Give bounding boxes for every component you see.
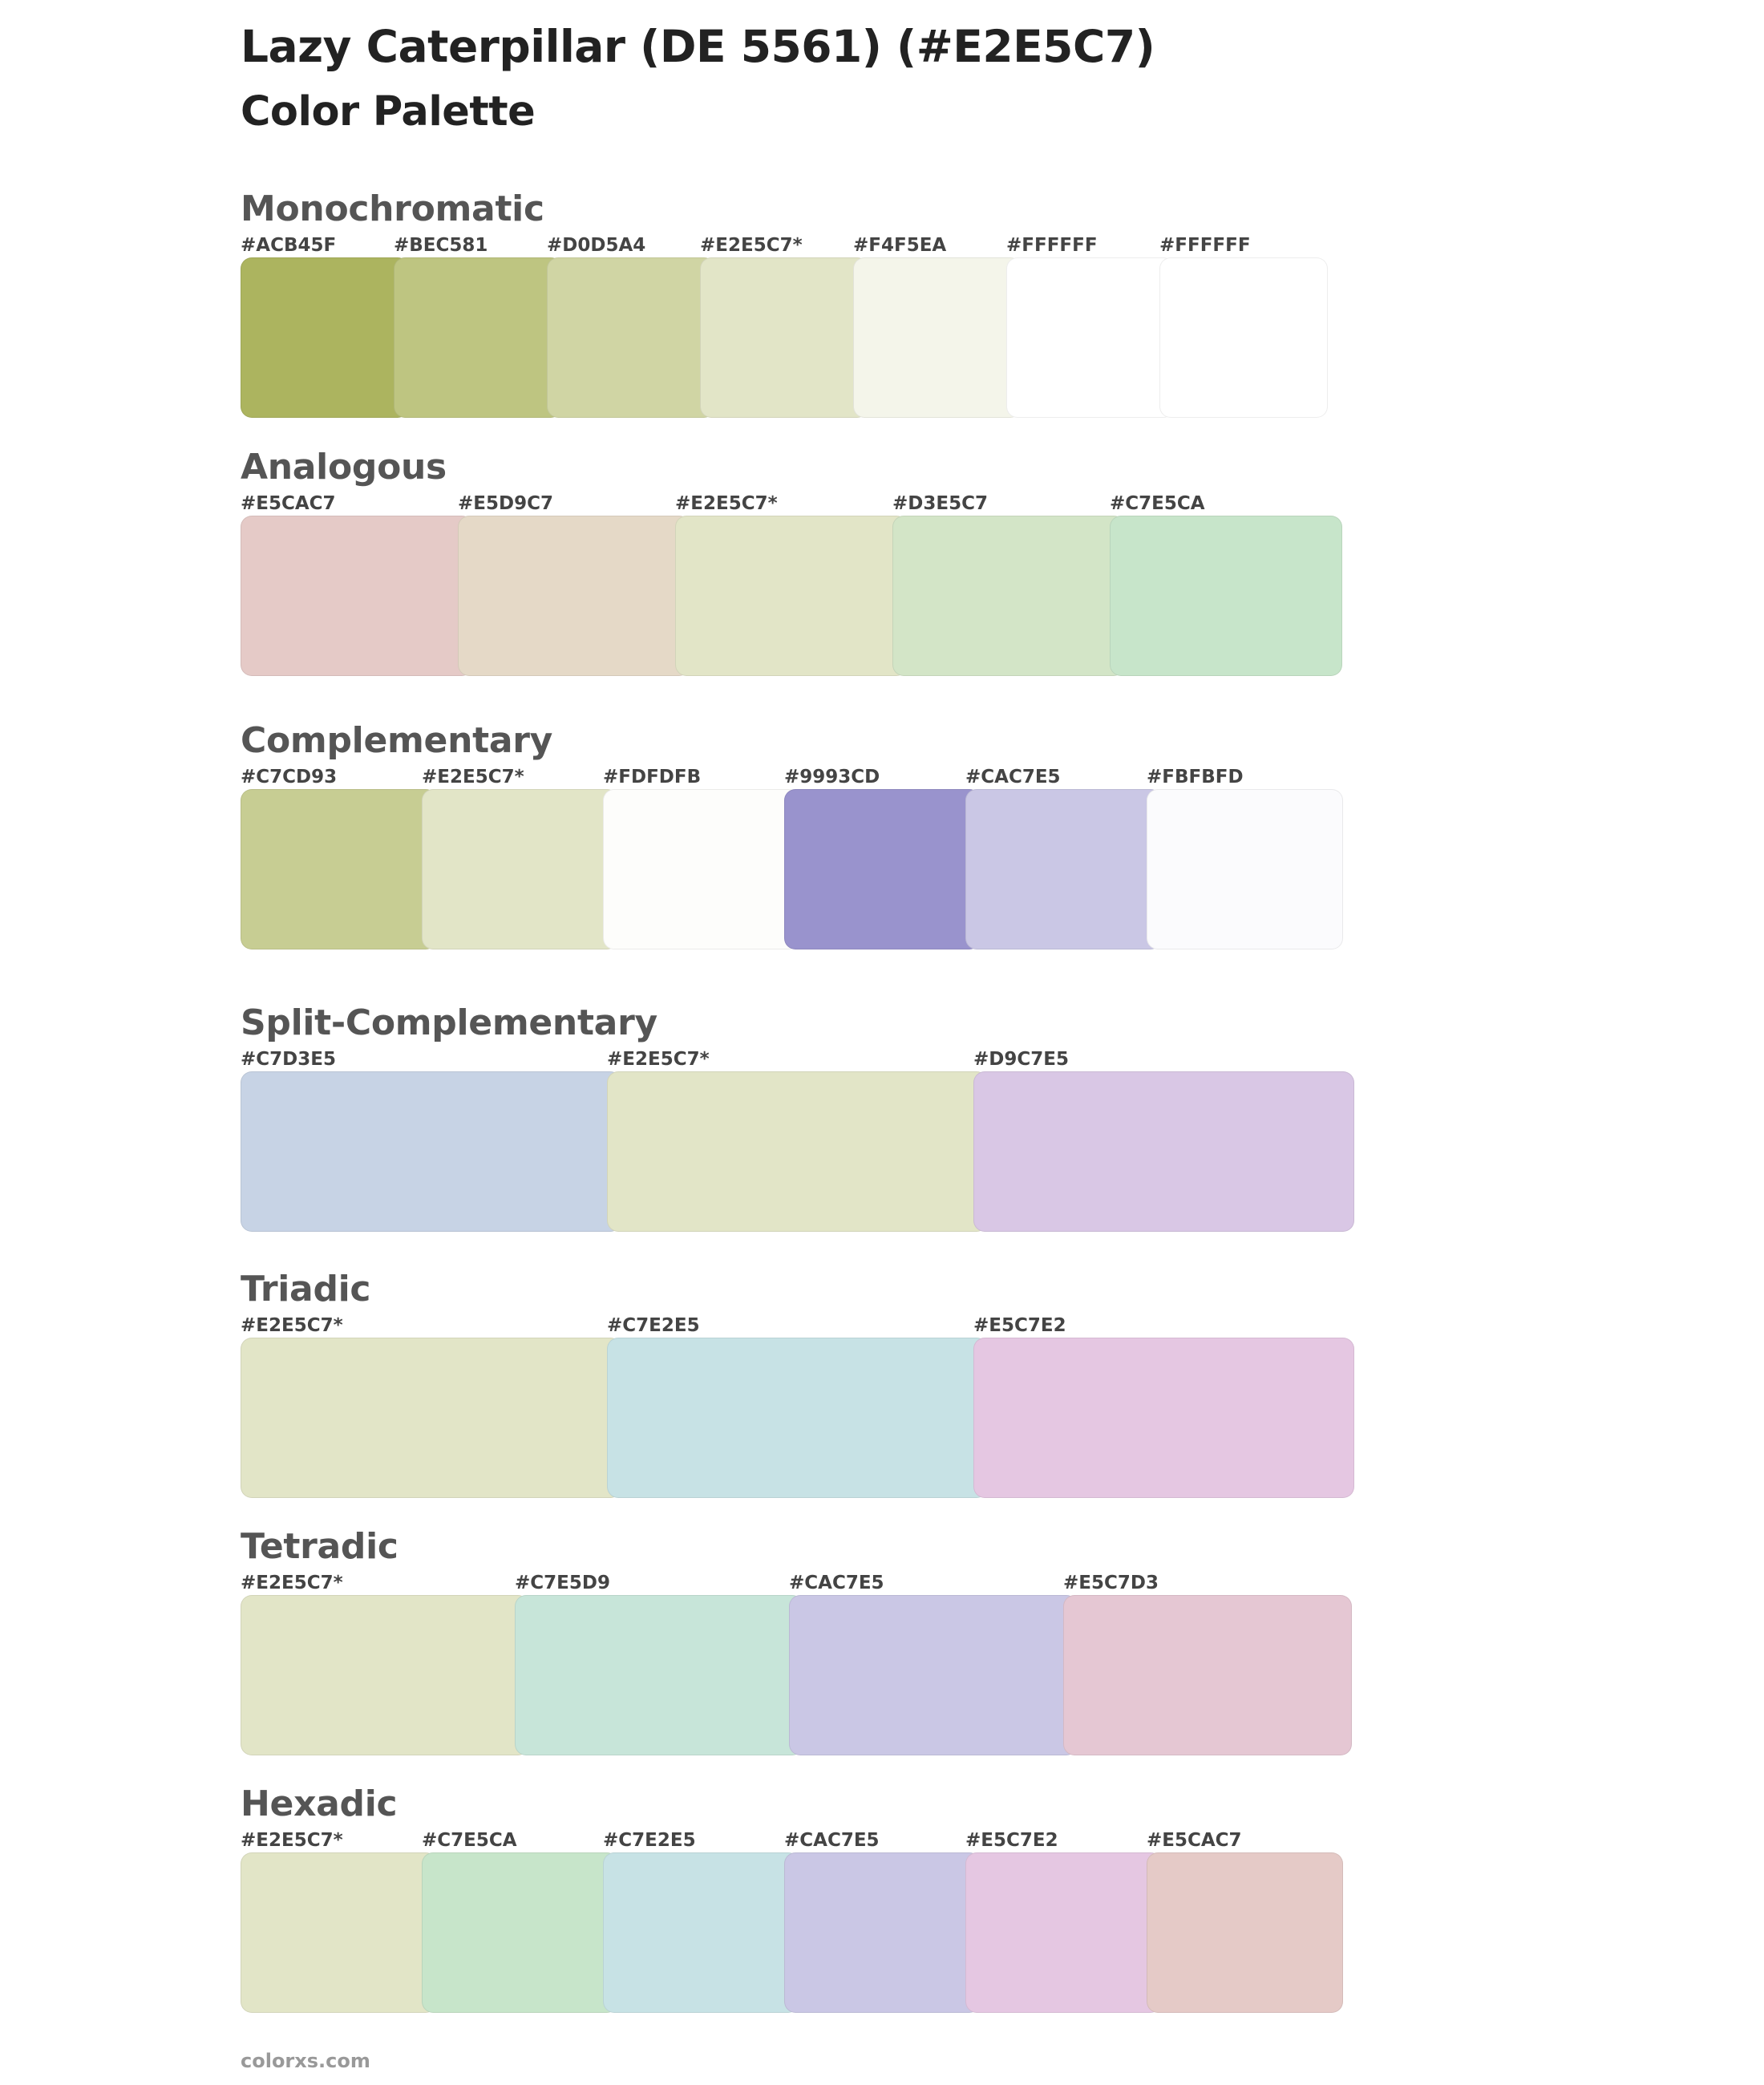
color-swatch[interactable] (547, 257, 715, 418)
hex-labels-row: #E2E5C7* #C7E5D9 #CAC7E5 #E5C7D3 (241, 1573, 1352, 1597)
color-swatch[interactable] (1147, 1852, 1343, 2013)
color-swatch[interactable] (241, 1852, 437, 2013)
hex-label: #C7E5D9 (515, 1573, 610, 1593)
hex-label: #FFFFFF (1006, 235, 1098, 256)
hex-labels-row: #C7CD93 #E2E5C7* #FDFDFB #9993CD #CAC7E5 #FBF… (241, 767, 1343, 791)
hex-label: #BEC581 (394, 235, 488, 256)
color-swatch[interactable] (603, 789, 799, 949)
hex-label: #C7E2E5 (607, 1315, 700, 1336)
hex-labels-row: #C7D3E5 #E2E5C7* #D9C7E5 (241, 1049, 1354, 1073)
color-swatch[interactable] (1006, 257, 1175, 418)
hex-label: #E5D9C7 (458, 493, 553, 514)
hex-label: #E2E5C7* (422, 767, 524, 787)
color-swatch[interactable] (973, 1338, 1354, 1498)
swatch-row (241, 516, 1342, 676)
hex-label: #C7E5CA (422, 1830, 517, 1851)
section-title: Triadic (241, 1269, 371, 1310)
hex-labels-row: #E2E5C7* #C7E5CA #C7E2E5 #CAC7E5 #E5C7E2 #E5C… (241, 1830, 1343, 1854)
hex-labels-row: #E2E5C7* #C7E2E5 #E5C7E2 (241, 1315, 1354, 1339)
color-swatch[interactable] (422, 1852, 618, 2013)
hex-label: #CAC7E5 (784, 1830, 880, 1851)
color-swatch[interactable] (1110, 516, 1342, 676)
hex-label: #FBFBFD (1147, 767, 1244, 787)
section-title: Hexadic (241, 1783, 398, 1824)
section-title: Complementary (241, 720, 553, 761)
color-swatch[interactable] (965, 1852, 1162, 2013)
hex-label: #E5C7D3 (1063, 1573, 1159, 1593)
color-swatch[interactable] (515, 1595, 803, 1755)
hex-label: #F4F5EA (853, 235, 947, 256)
hex-label: #ACB45F (241, 235, 337, 256)
footer-site-link[interactable]: colorxs.com (241, 2050, 370, 2072)
hex-label: #D0D5A4 (547, 235, 646, 256)
hex-label: #E2E5C7* (700, 235, 803, 256)
color-swatch[interactable] (603, 1852, 799, 2013)
color-swatch[interactable] (422, 789, 618, 949)
color-swatch[interactable] (607, 1338, 988, 1498)
swatch-row (241, 1852, 1343, 2013)
color-swatch[interactable] (241, 1338, 621, 1498)
swatch-row (241, 1071, 1354, 1232)
color-swatch[interactable] (853, 257, 1022, 418)
hex-label: #E2E5C7* (241, 1830, 343, 1851)
color-swatch[interactable] (700, 257, 868, 418)
swatch-row (241, 1338, 1354, 1498)
hex-label: #E2E5C7* (241, 1315, 343, 1336)
color-swatch[interactable] (789, 1595, 1078, 1755)
swatch-row (241, 1595, 1352, 1755)
color-swatch[interactable] (784, 1852, 981, 2013)
section-title: Analogous (241, 447, 447, 488)
hex-label: #E5CAC7 (241, 493, 336, 514)
hex-label: #CAC7E5 (965, 767, 1061, 787)
color-swatch[interactable] (241, 257, 409, 418)
color-swatch[interactable] (675, 516, 908, 676)
hex-label: #E2E5C7* (241, 1573, 343, 1593)
color-swatch[interactable] (458, 516, 690, 676)
hex-label: #E2E5C7* (607, 1049, 710, 1070)
color-swatch[interactable] (1063, 1595, 1352, 1755)
color-swatch[interactable] (607, 1071, 988, 1232)
swatch-row (241, 257, 1328, 418)
hex-label: #CAC7E5 (789, 1573, 884, 1593)
color-swatch[interactable] (241, 1595, 529, 1755)
color-swatch[interactable] (973, 1071, 1354, 1232)
hex-labels-row: #E5CAC7 #E5D9C7 #E2E5C7* #D3E5C7 #C7E5CA (241, 493, 1342, 517)
color-swatch[interactable] (241, 516, 473, 676)
color-swatch[interactable] (892, 516, 1125, 676)
section-title: Tetradic (241, 1526, 399, 1567)
hex-label: #D9C7E5 (973, 1049, 1069, 1070)
hex-label: #C7D3E5 (241, 1049, 336, 1070)
color-swatch[interactable] (241, 789, 437, 949)
color-swatch[interactable] (394, 257, 562, 418)
hex-label: #FDFDFB (603, 767, 702, 787)
color-swatch[interactable] (1159, 257, 1328, 418)
color-swatch[interactable] (784, 789, 981, 949)
swatch-row (241, 789, 1343, 949)
color-swatch[interactable] (965, 789, 1162, 949)
color-swatch[interactable] (1147, 789, 1343, 949)
hex-label: #D3E5C7 (892, 493, 988, 514)
section-title: Monochromatic (241, 188, 544, 229)
hex-label: #E2E5C7* (675, 493, 778, 514)
hex-label: #FFFFFF (1159, 235, 1251, 256)
hex-label: #C7CD93 (241, 767, 338, 787)
page-subtitle: Color Palette (241, 88, 536, 136)
hex-label: #9993CD (784, 767, 880, 787)
hex-labels-row: #ACB45F #BEC581 #D0D5A4 #E2E5C7* #F4F5EA #FFF… (241, 235, 1328, 259)
hex-label: #E5C7E2 (973, 1315, 1066, 1336)
page-title: Lazy Caterpillar (DE 5561) (#E2E5C7) (241, 21, 1155, 72)
hex-label: #E5C7E2 (965, 1830, 1058, 1851)
hex-label: #E5CAC7 (1147, 1830, 1242, 1851)
hex-label: #C7E2E5 (603, 1830, 696, 1851)
color-swatch[interactable] (241, 1071, 621, 1232)
section-title: Split-Complementary (241, 1002, 657, 1043)
hex-label: #C7E5CA (1110, 493, 1205, 514)
